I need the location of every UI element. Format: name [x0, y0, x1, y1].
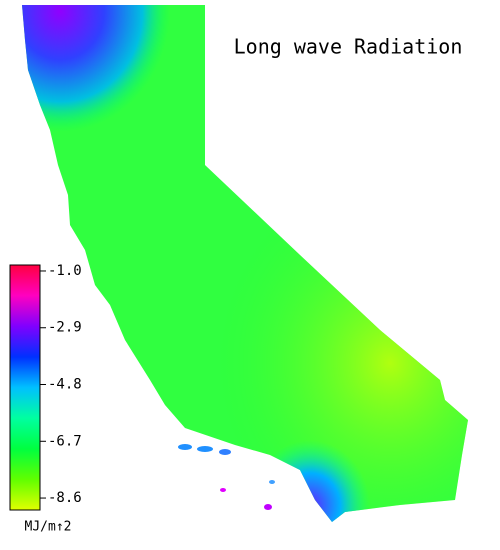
islands: [178, 444, 275, 510]
colorbar-tick-label: -2.9: [48, 320, 82, 336]
colorbar-tick-label: -4.8: [48, 377, 82, 393]
colorbar-tick-label: -6.7: [48, 433, 82, 449]
colorbar-tick-label: -1.0: [48, 263, 82, 279]
colorbar-tick-label: -8.6: [48, 490, 82, 506]
map-title: Long wave Radiation: [234, 35, 463, 59]
colorbar-unit: MJ/m↑2: [25, 520, 72, 535]
colorbar: [9, 264, 41, 511]
